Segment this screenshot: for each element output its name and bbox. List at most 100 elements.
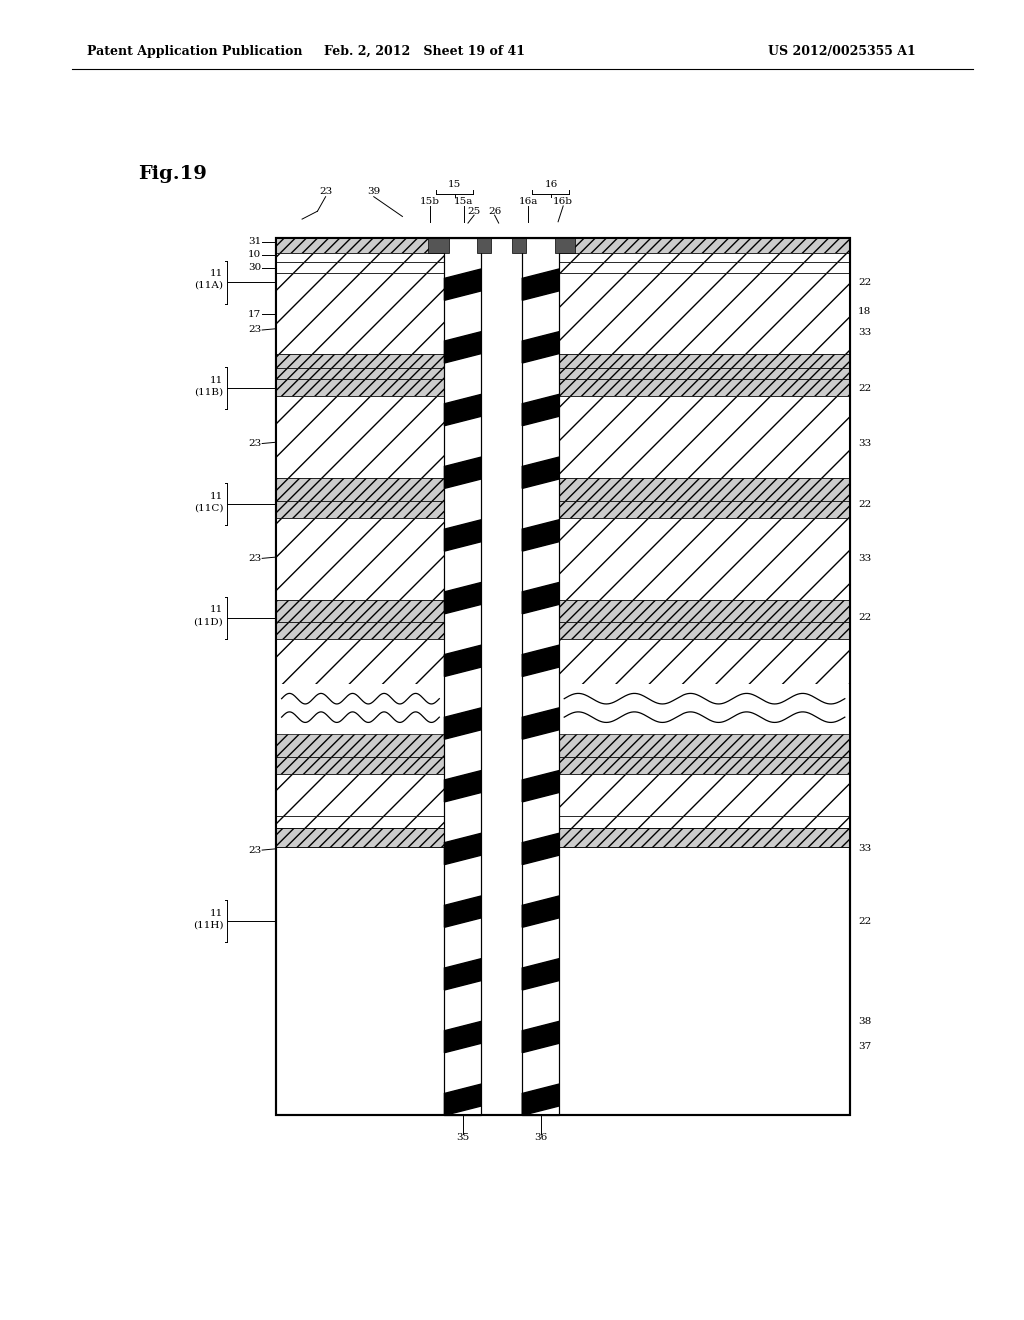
- Bar: [559, 272, 850, 354]
- Polygon shape: [444, 708, 481, 739]
- Bar: [428, 238, 449, 253]
- Polygon shape: [522, 771, 559, 803]
- Text: Fig.19: Fig.19: [138, 165, 207, 183]
- Text: 25: 25: [468, 207, 480, 215]
- Bar: [276, 817, 444, 829]
- Text: 38: 38: [858, 1018, 871, 1026]
- Text: 39: 39: [368, 187, 380, 195]
- Polygon shape: [444, 645, 481, 677]
- Text: (11C): (11C): [194, 504, 223, 512]
- Text: 22: 22: [858, 500, 871, 508]
- Text: 22: 22: [858, 279, 871, 286]
- Text: 11: 11: [210, 606, 223, 614]
- Text: 15: 15: [449, 181, 461, 189]
- Bar: [559, 829, 850, 847]
- Bar: [276, 368, 444, 379]
- Text: 35: 35: [457, 1134, 469, 1142]
- Text: (11H): (11H): [193, 921, 223, 929]
- Bar: [276, 622, 444, 639]
- Bar: [276, 756, 444, 774]
- Polygon shape: [444, 520, 481, 552]
- Bar: [276, 684, 444, 734]
- Text: 22: 22: [858, 384, 871, 392]
- Polygon shape: [522, 958, 559, 990]
- Bar: [276, 500, 444, 517]
- Text: Feb. 2, 2012   Sheet 19 of 41: Feb. 2, 2012 Sheet 19 of 41: [325, 45, 525, 58]
- Text: 16: 16: [545, 181, 557, 189]
- Text: 23: 23: [248, 440, 261, 447]
- Polygon shape: [444, 331, 481, 363]
- Bar: [559, 517, 850, 599]
- Text: 22: 22: [858, 917, 871, 925]
- Bar: [276, 396, 444, 478]
- Bar: [276, 238, 850, 1115]
- Bar: [522, 238, 559, 1115]
- Text: 30: 30: [248, 264, 261, 272]
- Text: 23: 23: [248, 326, 261, 334]
- Polygon shape: [522, 331, 559, 363]
- Polygon shape: [444, 771, 481, 803]
- Polygon shape: [444, 958, 481, 990]
- Bar: [276, 517, 444, 599]
- Polygon shape: [522, 1084, 559, 1115]
- Bar: [276, 478, 444, 500]
- Bar: [559, 396, 850, 478]
- Polygon shape: [522, 520, 559, 552]
- Polygon shape: [444, 269, 481, 301]
- Bar: [276, 261, 444, 272]
- Bar: [522, 238, 559, 1115]
- Bar: [559, 354, 850, 368]
- Polygon shape: [444, 582, 481, 614]
- Bar: [512, 238, 526, 253]
- Bar: [444, 238, 481, 1115]
- Polygon shape: [522, 395, 559, 425]
- Polygon shape: [522, 708, 559, 739]
- Bar: [276, 774, 444, 817]
- Text: Patent Application Publication: Patent Application Publication: [87, 45, 302, 58]
- Bar: [559, 622, 850, 639]
- Text: 23: 23: [248, 846, 261, 854]
- Text: 11: 11: [210, 492, 223, 500]
- Bar: [276, 734, 444, 756]
- Bar: [276, 238, 444, 253]
- Polygon shape: [444, 457, 481, 488]
- Bar: [276, 253, 444, 261]
- Bar: [559, 734, 850, 756]
- Bar: [477, 238, 492, 253]
- Polygon shape: [522, 833, 559, 865]
- Text: 10: 10: [248, 251, 261, 259]
- Text: 11: 11: [210, 376, 223, 384]
- Bar: [559, 368, 850, 379]
- Bar: [559, 684, 850, 734]
- Bar: [559, 253, 850, 261]
- Polygon shape: [522, 582, 559, 614]
- Text: 33: 33: [858, 440, 871, 447]
- Polygon shape: [522, 645, 559, 677]
- Text: (11D): (11D): [194, 618, 223, 626]
- Polygon shape: [522, 457, 559, 488]
- Text: 11: 11: [210, 269, 223, 277]
- Polygon shape: [444, 896, 481, 927]
- Text: 23: 23: [319, 187, 332, 195]
- Text: 18: 18: [858, 308, 871, 315]
- Text: 33: 33: [858, 554, 871, 562]
- Bar: [559, 639, 850, 684]
- Bar: [444, 238, 481, 1115]
- Text: 37: 37: [858, 1043, 871, 1051]
- Bar: [559, 500, 850, 517]
- Text: 23: 23: [248, 554, 261, 562]
- Text: 26: 26: [488, 207, 501, 215]
- Bar: [276, 379, 444, 396]
- Polygon shape: [444, 1084, 481, 1115]
- Polygon shape: [522, 269, 559, 301]
- Text: US 2012/0025355 A1: US 2012/0025355 A1: [768, 45, 915, 58]
- Polygon shape: [444, 833, 481, 865]
- Polygon shape: [522, 896, 559, 927]
- Polygon shape: [522, 1022, 559, 1053]
- Bar: [276, 238, 850, 1115]
- Text: 36: 36: [535, 1134, 547, 1142]
- Text: 22: 22: [858, 614, 871, 622]
- Bar: [276, 639, 444, 684]
- Bar: [555, 238, 575, 253]
- Bar: [276, 354, 444, 368]
